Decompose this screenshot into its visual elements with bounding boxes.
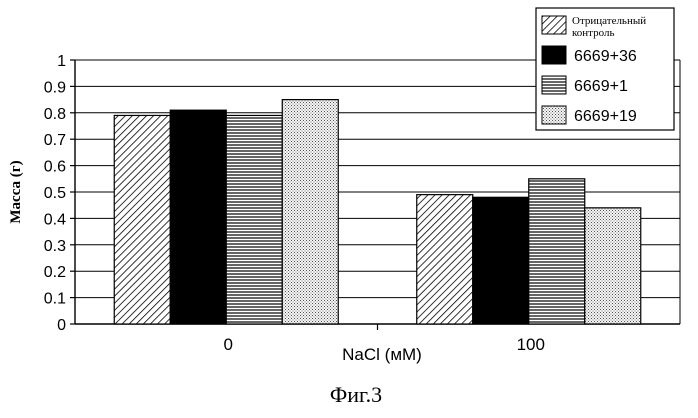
- bars: [114, 100, 641, 324]
- bar: [170, 110, 226, 324]
- x-tick-label: 100: [517, 335, 545, 354]
- y-tick-label: 0.4: [44, 211, 66, 228]
- y-tick-label: 0: [57, 317, 66, 334]
- legend-label: 6669+36: [574, 48, 637, 65]
- legend-swatch: [542, 46, 566, 64]
- y-tick-label: 0.8: [44, 106, 66, 123]
- y-tick-label: 0.2: [44, 264, 66, 281]
- x-tick-label: 0: [224, 335, 233, 354]
- legend-swatch: [542, 16, 566, 34]
- legend-label: 6669+1: [574, 78, 628, 95]
- bar: [282, 100, 338, 324]
- bar: [473, 197, 529, 324]
- y-tick-label: 0.3: [44, 238, 66, 255]
- y-tick-label: 1: [57, 53, 66, 70]
- bar: [585, 208, 641, 324]
- bar: [529, 179, 585, 324]
- legend-swatch: [542, 76, 566, 94]
- y-tick-label: 0.9: [44, 79, 66, 96]
- y-tick-label: 0.5: [44, 185, 66, 202]
- y-tick-label: 0.6: [44, 159, 66, 176]
- legend: Отрицательныйконтроль6669+366669+16669+1…: [536, 8, 674, 130]
- bar: [114, 115, 170, 324]
- bar: [417, 195, 473, 324]
- y-axis-label: Масса (г): [8, 160, 24, 223]
- legend-swatch: [542, 106, 566, 124]
- figure-caption: Фиг.3: [330, 382, 382, 407]
- x-axis-label: NaCl (мМ): [342, 345, 422, 364]
- y-tick-label: 0.7: [44, 132, 66, 149]
- y-tick-label: 0.1: [44, 291, 66, 308]
- bar: [226, 115, 282, 324]
- legend-label: 6669+19: [574, 108, 637, 125]
